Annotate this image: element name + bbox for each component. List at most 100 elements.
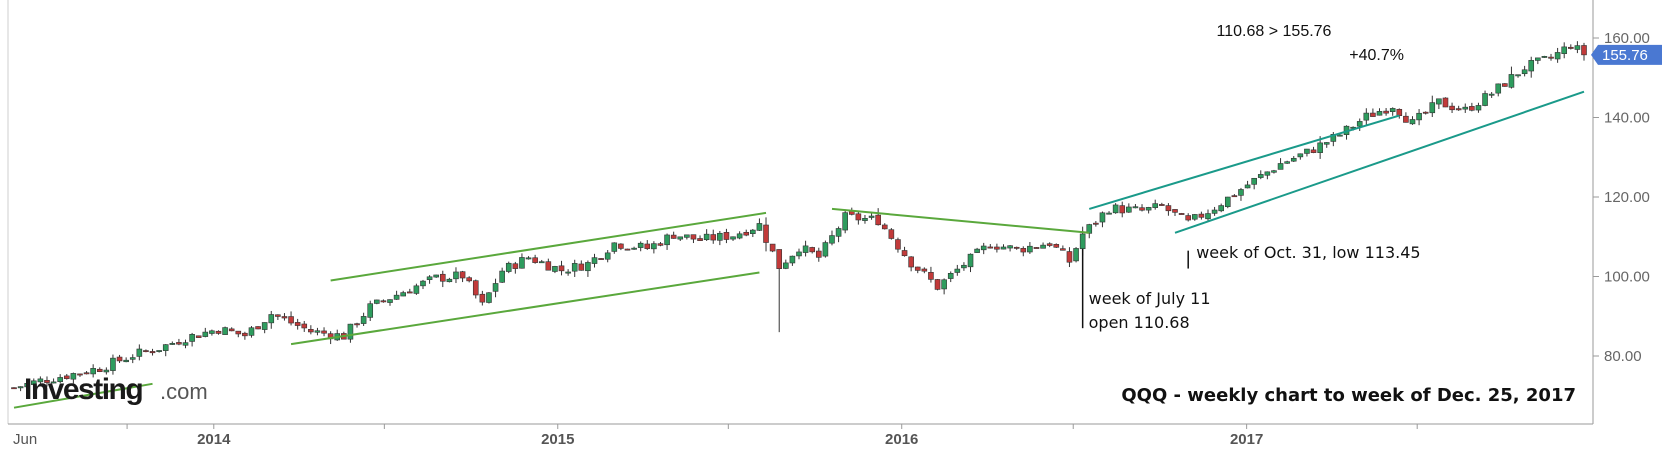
candle-up [1515,74,1521,77]
candle-down [743,231,750,236]
candle-up [1574,45,1581,50]
candle-up [1000,246,1007,250]
candle-up [611,242,618,252]
plot-area [11,41,1587,409]
candle-down [670,234,677,239]
candle-up [1416,112,1422,121]
investing-logo: Investing .com [24,373,208,406]
candle-up [413,285,420,294]
candle-up [954,268,961,273]
x-tick-label: 2016 [885,431,918,448]
candle-down [512,263,519,269]
candle-down [44,379,50,383]
candle-down [1198,213,1205,218]
candle-up [967,253,974,268]
candle-up [30,380,37,385]
candle-down [1046,243,1053,246]
candle-up [796,251,802,257]
candle-up [1126,206,1132,213]
candle-up [486,292,492,303]
candle-up [37,378,44,383]
candle-down [255,326,261,330]
candle-up [426,276,433,280]
candle-up [651,243,657,250]
candle-up [664,234,670,246]
candle-up [604,252,611,260]
candle-down [439,273,446,282]
candle-down [1231,195,1238,198]
candle-up [1079,233,1086,250]
candle-up [261,322,268,330]
trend-line [290,271,760,346]
annotation-text: week of Oct. 31, low 113.45 [1196,243,1420,262]
candle-up [974,248,980,253]
candle-up [585,262,591,272]
candle-up [24,382,30,388]
candle-up [129,357,136,360]
candle-up [565,271,571,274]
candle-up [1541,56,1548,58]
candle-up [123,359,129,363]
candle-down [63,375,70,379]
candle-up [1363,112,1370,121]
candle-up [538,261,545,264]
candle-up [1106,212,1112,215]
trend-line [1088,114,1400,210]
candle-down [657,243,664,246]
candle-up [222,327,228,335]
candle-up [703,233,710,241]
candle-down [1396,108,1403,117]
chart-title: QQQ - weekly chart to week of Dec. 25, 2… [1121,385,1576,406]
candle-down [1020,248,1027,253]
candle-up [367,303,374,318]
candle-up [947,273,954,279]
candle-up [1330,134,1337,142]
candle-up [393,294,400,300]
candle-up [1482,93,1488,106]
candle-up [1535,57,1541,61]
candle-up [446,278,453,283]
x-tick-label: 2014 [197,431,231,448]
candle-down [763,224,769,243]
candle-up [1436,98,1442,105]
candle-up [1290,157,1297,162]
candle-down [176,342,182,345]
candle-down [1033,247,1040,249]
candle-down [1403,115,1409,123]
candle-up [829,235,835,244]
candle-down [644,243,651,249]
candle-down [710,234,717,241]
candle-up [519,257,525,269]
candle-down [881,224,888,230]
candle-up [499,270,505,283]
candle-up [750,229,756,234]
candle-down [1422,111,1429,114]
candle-down [242,332,248,337]
candle-up [1271,170,1277,173]
candle-up [571,263,578,272]
candle-down [1159,204,1165,206]
candle-up [1244,184,1251,189]
candle-down [1172,209,1178,213]
candle-down [1548,56,1554,59]
candle-down [228,328,235,332]
change-percent: +40.7% [1349,47,1404,64]
candle-up [182,342,189,346]
candle-down [1060,248,1066,251]
candle-up [110,357,116,371]
candle-up [1508,74,1515,88]
candle-up [347,323,354,340]
candle-down [1502,83,1508,87]
candle-up [1528,60,1535,72]
candle-up [591,257,598,264]
candle-up [453,271,459,280]
candle-up [1205,213,1211,220]
y-tick-label: 160.00 [1604,30,1650,47]
candle-down [697,238,703,241]
candle-down [1442,97,1449,108]
candle-down [1185,215,1192,221]
candle-up [631,247,637,250]
candle-up [1323,142,1330,145]
price-label-bg [1591,44,1662,65]
candle-up [961,264,967,269]
